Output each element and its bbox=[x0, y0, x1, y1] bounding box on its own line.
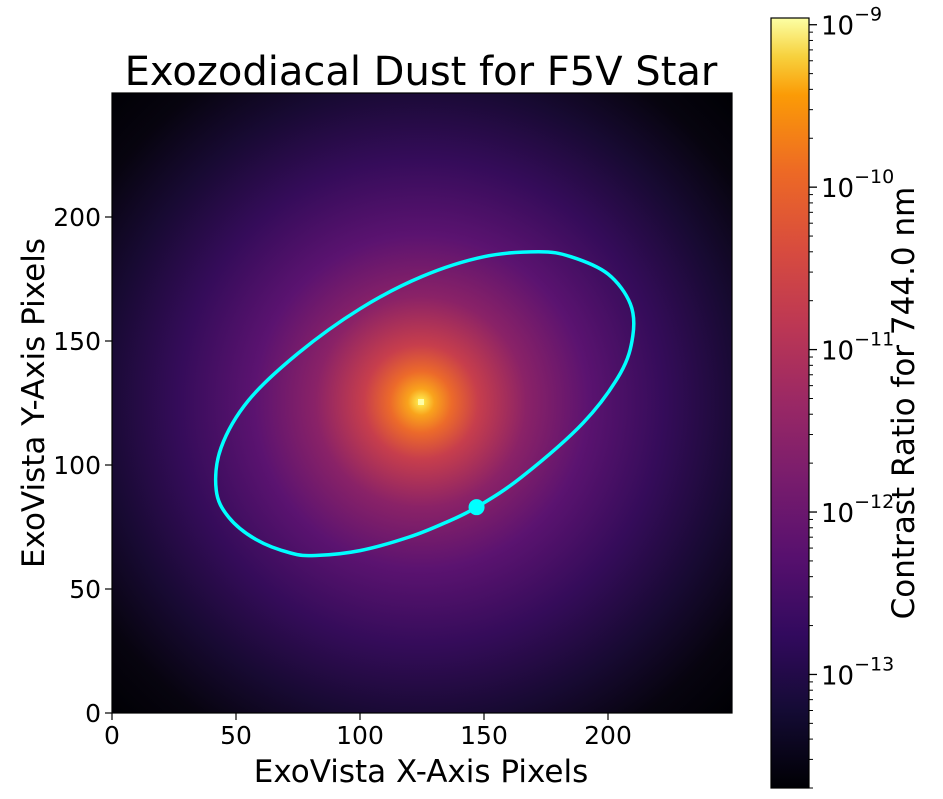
y-tick-label: 200 bbox=[53, 203, 101, 232]
colorbar-tick-label: 10−10 bbox=[821, 166, 894, 204]
orbit-layer bbox=[213, 249, 636, 558]
y-axis-label: ExoVista Y-Axis Pixels bbox=[16, 238, 52, 568]
colorbar-tick-label: 10−11 bbox=[821, 329, 894, 367]
chart-title: Exozodiacal Dust for F5V Star bbox=[125, 49, 718, 95]
colorbar-ticks: 10−13 10−12 10−11 10−10 10−9 bbox=[809, 4, 894, 789]
y-tick-label: 0 bbox=[85, 699, 101, 728]
colorbar-gradient bbox=[771, 18, 809, 788]
x-axis-ticks: 0 50 100 150 200 bbox=[104, 713, 632, 750]
orbit-path bbox=[213, 249, 636, 558]
colorbar-tick-label: 10−13 bbox=[821, 653, 894, 691]
x-tick-label: 0 bbox=[104, 721, 120, 750]
y-tick-label: 150 bbox=[53, 327, 101, 356]
x-tick-label: 100 bbox=[336, 721, 384, 750]
x-tick-label: 200 bbox=[584, 721, 632, 750]
colorbar-label: Contrast Ratio for 744.0 nm bbox=[886, 187, 922, 620]
y-tick-label: 100 bbox=[53, 451, 101, 480]
colorbar-tick-label: 10−9 bbox=[821, 4, 882, 42]
star-core bbox=[418, 399, 424, 405]
x-tick-label: 50 bbox=[220, 721, 252, 750]
x-tick-label: 150 bbox=[460, 721, 508, 750]
y-axis-ticks: 0 50 100 150 200 bbox=[53, 203, 112, 728]
planet-marker bbox=[468, 499, 485, 516]
y-tick-label: 50 bbox=[69, 575, 101, 604]
colorbar-frame bbox=[770, 17, 810, 789]
plot-frame bbox=[111, 92, 733, 714]
x-axis-label: ExoVista X-Axis Pixels bbox=[254, 754, 588, 790]
colorbar-tick-label: 10−12 bbox=[821, 491, 894, 529]
